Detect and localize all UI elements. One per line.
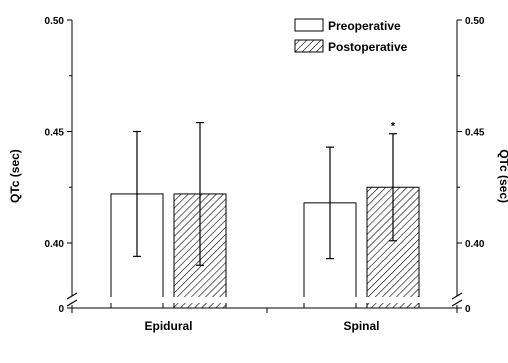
bar-break-gap — [173, 297, 227, 303]
y-axis-title-left: QTc (sec) — [8, 149, 22, 203]
right-tick-label-045: 0.45 — [465, 128, 485, 139]
axis-break-mark — [66, 299, 78, 307]
axis-break-mark — [451, 299, 463, 307]
right-tick-label-0: 0 — [465, 304, 471, 315]
right-tick-labels: 0 0.40 0.45 0.50 — [465, 16, 485, 315]
axis-break-mark — [66, 292, 78, 300]
bar-break-gap — [110, 297, 164, 303]
left-tick-label-050: 0.50 — [45, 16, 65, 27]
legend-swatch-postoperative — [294, 39, 324, 53]
right-tick-label-050: 0.50 — [465, 16, 485, 27]
error-bars — [133, 121, 397, 266]
left-tick-label-0: 0 — [58, 304, 64, 315]
significance-asterisk: * — [391, 121, 396, 133]
bars — [110, 186, 420, 309]
left-tick-label-040: 0.40 — [45, 239, 65, 250]
axis-break-mark — [451, 292, 463, 300]
bar-break-gap — [366, 297, 420, 303]
right-tick-label-040: 0.40 — [465, 239, 485, 250]
left-tick-label-045: 0.45 — [45, 128, 65, 139]
y-axis-title-right: QTc (sec) — [497, 149, 508, 203]
legend-label-preoperative: Preoperative — [328, 19, 401, 33]
left-tick-labels: 0 0.40 0.45 0.50 — [45, 16, 65, 315]
bar-break-gap — [303, 297, 357, 303]
category-label-epidural: Epidural — [144, 319, 192, 333]
legend-swatch-preoperative — [294, 18, 324, 32]
legend-label-postoperative: Postoperative — [328, 40, 408, 54]
category-label-spinal: Spinal — [343, 319, 379, 333]
legend: Preoperative Postoperative — [294, 18, 408, 54]
